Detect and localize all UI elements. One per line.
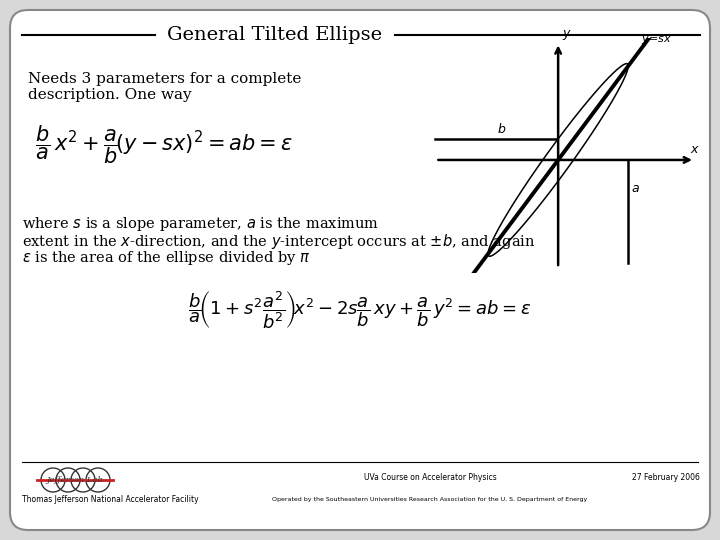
Text: extent in the $x$-direction, and the $y$-intercept occurs at $\pm b$, and again: extent in the $x$-direction, and the $y$…: [22, 232, 536, 251]
Text: 27 February 2006: 27 February 2006: [632, 474, 700, 483]
Text: Needs 3 parameters for a complete: Needs 3 parameters for a complete: [28, 72, 302, 86]
Text: $y$: $y$: [562, 28, 572, 42]
Text: $b$: $b$: [498, 123, 507, 137]
Text: where $s$ is a slope parameter, $a$ is the maximum: where $s$ is a slope parameter, $a$ is t…: [22, 215, 379, 233]
Text: $\dfrac{b}{a}\!\left(1 + s^2\dfrac{a^2}{b^2}\right)\!x^2 - 2s\dfrac{a}{b}\,xy + : $\dfrac{b}{a}\!\left(1 + s^2\dfrac{a^2}{…: [189, 289, 531, 331]
FancyBboxPatch shape: [10, 10, 710, 530]
Text: $x$: $x$: [690, 143, 700, 156]
Text: General Tilted Ellipse: General Tilted Ellipse: [168, 26, 382, 44]
Text: Operated by the Southeastern Universities Research Association for the U. S. Dep: Operated by the Southeastern Universitie…: [272, 497, 588, 503]
Text: $\varepsilon$ is the area of the ellipse divided by $\pi$: $\varepsilon$ is the area of the ellipse…: [22, 249, 310, 267]
Text: Jefferson Lab: Jefferson Lab: [47, 476, 104, 484]
Text: description. One way: description. One way: [28, 88, 192, 102]
Text: $\dfrac{b}{a}\,x^2 + \dfrac{a}{b}\!\left(y - sx\right)^2 = ab = \varepsilon$: $\dfrac{b}{a}\,x^2 + \dfrac{a}{b}\!\left…: [35, 124, 293, 166]
Text: UVa Course on Accelerator Physics: UVa Course on Accelerator Physics: [364, 474, 496, 483]
Text: Thomas Jefferson National Accelerator Facility: Thomas Jefferson National Accelerator Fa…: [22, 496, 199, 504]
Text: $y\!=\!sx$: $y\!=\!sx$: [641, 34, 672, 46]
Text: $a$: $a$: [631, 181, 639, 194]
